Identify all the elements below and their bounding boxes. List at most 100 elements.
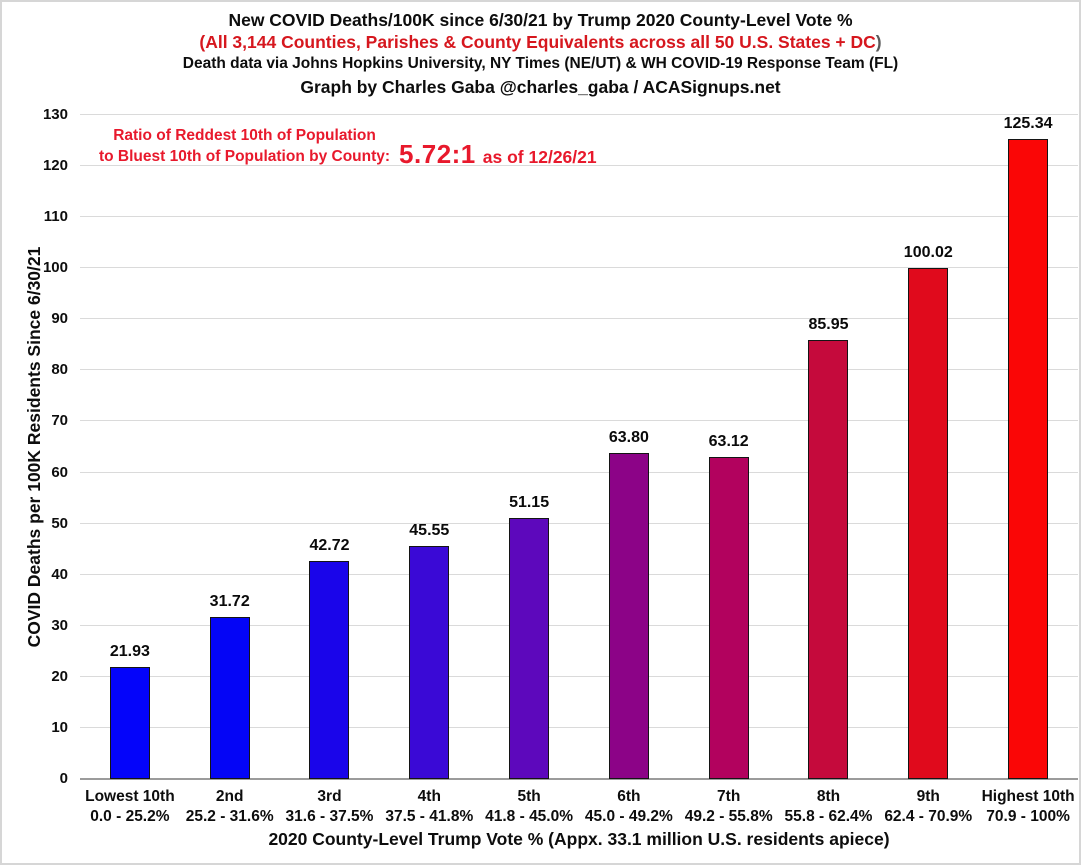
x-label-tier-3: 3rd: [317, 788, 342, 805]
x-label-tier-9: 9th: [916, 788, 940, 805]
bar-slot-10: 125.34: [978, 115, 1078, 779]
x-label-8: 8th 55.8 - 62.4%: [779, 787, 879, 827]
bar-value-label-6: 63.80: [608, 429, 649, 447]
gridline-80: [80, 369, 1078, 371]
bar-slot-6: 63.80: [579, 115, 679, 779]
gridline-60: [80, 471, 1078, 473]
x-label-tier-8: 8th: [816, 788, 841, 805]
y-tick-label-70: 70: [51, 412, 68, 430]
ratio-value: 5.72:1: [399, 139, 476, 169]
gridline-30: [80, 624, 1078, 626]
bar-slot-7: 63.12: [679, 115, 779, 779]
x-label-tier-5: 5th: [517, 788, 541, 805]
x-label-tier-2: 2nd: [215, 788, 244, 805]
x-axis-category-labels: Lowest 10th 0.0 - 25.2% 2nd 25.2 - 31.6% 3rd…: [80, 787, 1078, 827]
y-tick-label-80: 80: [51, 361, 68, 379]
y-tick-label-40: 40: [51, 565, 68, 583]
ratio-as-of-date: as of 12/26/21: [482, 146, 597, 167]
bars-container: 21.93 31.72 42.72 45.55 51.15 63.80 63.12 85.95…: [80, 115, 1078, 779]
x-axis-title: 2020 County-Level Trump Vote % (Appx. 33…: [268, 829, 890, 849]
gridline-70: [80, 420, 1078, 422]
y-tick-label-20: 20: [51, 667, 68, 685]
bar-value-label-1: 21.93: [109, 643, 150, 660]
x-label-tier-1: Lowest 10th: [85, 788, 175, 805]
chart-subtitle: (All 3,144 Counties, Parishes & County E…: [2, 31, 1079, 53]
chart-subtitle-paren: ): [875, 32, 882, 52]
x-label-range-10: 70.9 - 100%: [986, 808, 1070, 825]
x-label-4: 4th 37.5 - 41.8%: [379, 787, 479, 827]
bar-8: [808, 340, 849, 779]
y-tick-label-30: 30: [51, 616, 68, 634]
plot-area: 21.93 31.72 42.72 45.55 51.15 63.80 63.12 85.95…: [80, 114, 1078, 780]
x-label-range-6: 45.0 - 49.2%: [584, 808, 673, 825]
bar-10: [1008, 139, 1049, 779]
y-tick-label-50: 50: [51, 514, 68, 532]
bar-value-label-4: 45.55: [409, 522, 450, 540]
gridline-10: [80, 726, 1078, 728]
x-label-range-9: 62.4 - 70.9%: [884, 808, 973, 825]
ratio-annotation-line2: to Bluest 10th of Population by County:: [99, 148, 391, 165]
bar-6: [608, 453, 649, 779]
x-label-range-1: 0.0 - 25.2%: [90, 808, 170, 825]
x-label-1: Lowest 10th 0.0 - 25.2%: [80, 787, 180, 827]
x-label-range-5: 41.8 - 45.0%: [485, 808, 574, 825]
ratio-annotation: Ratio of Reddest 10th of Population to B…: [99, 125, 597, 167]
x-label-range-3: 31.6 - 37.5%: [285, 808, 374, 825]
bar-2: [209, 616, 250, 779]
x-label-range-2: 25.2 - 31.6%: [185, 808, 274, 825]
gridline-20: [80, 675, 1078, 677]
y-tick-label-90: 90: [51, 310, 68, 328]
bar-4: [409, 546, 450, 779]
bar-slot-9: 100.02: [878, 115, 978, 779]
gridline-110: [80, 216, 1078, 218]
x-label-tier-4: 4th: [417, 788, 441, 805]
x-label-7: 7th 49.2 - 55.8%: [679, 787, 779, 827]
gridline-90: [80, 318, 1078, 320]
gridline-50: [80, 522, 1078, 524]
credit-line: Graph by Charles Gaba @charles_gaba / AC…: [300, 77, 781, 97]
bar-1: [109, 667, 150, 779]
chart-subtitle-red: (All 3,144 Counties, Parishes & County E…: [199, 32, 876, 52]
x-label-2: 2nd 25.2 - 31.6%: [180, 787, 280, 827]
x-label-range-4: 37.5 - 41.8%: [385, 808, 474, 825]
x-label-range-7: 49.2 - 55.8%: [684, 808, 773, 825]
bar-value-label-5: 51.15: [509, 493, 550, 511]
x-label-6: 6th 45.0 - 49.2%: [579, 787, 679, 827]
bar-7: [708, 456, 749, 779]
y-tick-label-110: 110: [43, 208, 68, 226]
y-tick-label-120: 120: [42, 157, 68, 175]
y-tick-label-100: 100: [42, 259, 68, 277]
y-tick-label-130: 130: [42, 106, 68, 123]
bar-value-label-10: 125.34: [1003, 115, 1053, 132]
x-label-tier-6: 6th: [617, 788, 641, 805]
y-tick-label-60: 60: [51, 463, 68, 481]
ratio-annotation-line1: Ratio of Reddest 10th of Population: [113, 127, 376, 144]
x-label-5: 5th 41.8 - 45.0%: [479, 787, 579, 827]
bar-value-label-9: 100.02: [903, 244, 953, 262]
bar-slot-4: 45.55: [379, 115, 479, 779]
gridline-40: [80, 573, 1078, 575]
y-tick-label-10: 10: [51, 718, 68, 736]
ratio-annotation-lines: Ratio of Reddest 10th of Population to B…: [99, 125, 390, 167]
x-label-range-8: 55.8 - 62.4%: [784, 808, 873, 825]
x-label-10: Highest 10th 70.9 - 100%: [978, 787, 1078, 827]
x-label-3: 3rd 31.6 - 37.5%: [280, 787, 380, 827]
bar-slot-1: 21.93: [80, 115, 180, 779]
bar-value-label-8: 85.95: [808, 316, 849, 333]
chart-title: New COVID Deaths/100K since 6/30/21 by T…: [228, 10, 853, 30]
bar-value-label-7: 63.12: [708, 432, 749, 450]
data-source-line: Death data via Johns Hopkins University,…: [182, 55, 899, 72]
bar-value-label-2: 31.72: [209, 592, 250, 610]
bar-5: [509, 517, 550, 779]
x-label-tier-10: Highest 10th: [981, 788, 1075, 805]
bar-3: [309, 560, 350, 779]
bar-value-label-3: 42.72: [309, 536, 350, 554]
bar-9: [908, 268, 949, 779]
x-label-9: 9th 62.4 - 70.9%: [878, 787, 978, 827]
chart-header: New COVID Deaths/100K since 6/30/21 by T…: [2, 9, 1079, 100]
bar-slot-2: 31.72: [180, 115, 280, 779]
x-axis-line: [80, 778, 1078, 780]
bar-slot-3: 42.72: [280, 115, 380, 779]
gridline-130: [80, 114, 1078, 115]
